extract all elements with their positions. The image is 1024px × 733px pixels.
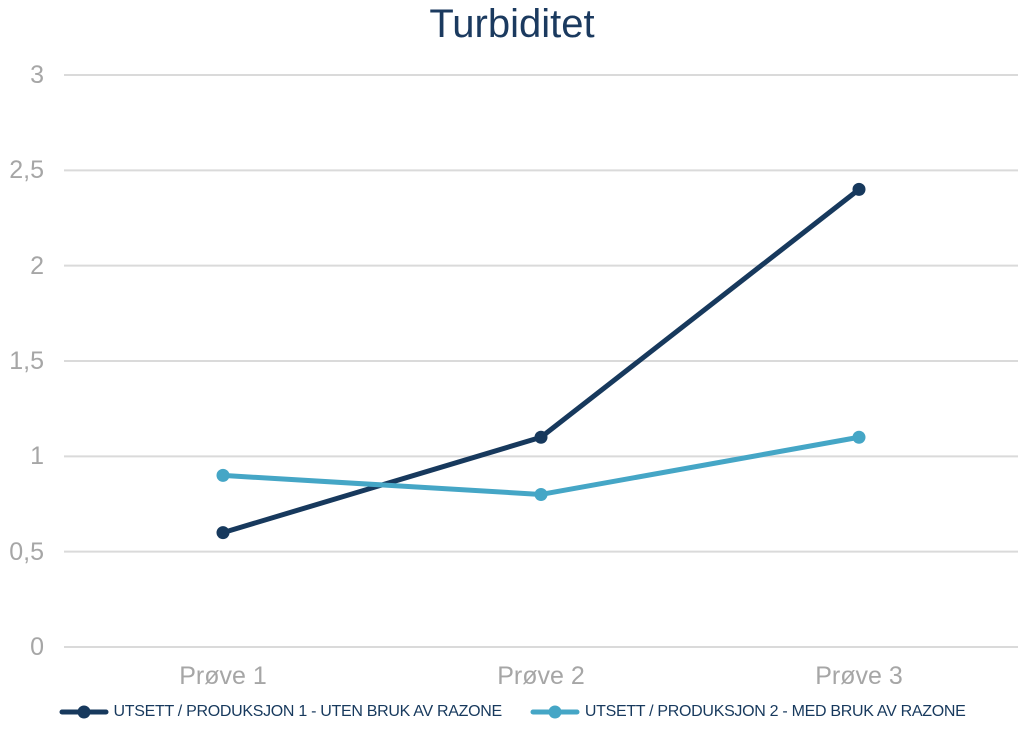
data-point-series-1 (852, 182, 866, 196)
y-axis-tick-label: 3 (30, 61, 44, 89)
x-axis-tick-label: Prøve 3 (815, 662, 903, 690)
y-axis-tick-label: 0 (30, 633, 44, 661)
y-axis-tick-label: 0,5 (9, 537, 44, 566)
legend-label: UTSETT / PRODUKSJON 1 - UTEN BRUK AV RAZ… (113, 703, 503, 720)
chart-legend: UTSETT / PRODUKSJON 1 - UTEN BRUK AV RAZ… (0, 703, 1024, 721)
x-axis-tick-label: Prøve 1 (179, 662, 267, 690)
x-axis-tick-label: Prøve 2 (497, 662, 585, 690)
data-point-series-2 (216, 468, 230, 482)
chart-title: Turbiditet (429, 2, 595, 46)
legend-item-2: UTSETT / PRODUKSJON 2 - MED BRUK AV RAZO… (530, 703, 966, 721)
data-point-series-2 (852, 430, 866, 444)
legend-line-marker-icon (530, 705, 580, 719)
y-axis-tick-label: 2 (30, 251, 44, 280)
y-axis-tick-label: 2,5 (9, 156, 44, 185)
y-axis-tick-label: 1,5 (9, 347, 44, 375)
legend-item-1: UTSETT / PRODUKSJON 1 - UTEN BRUK AV RAZ… (59, 703, 502, 721)
legend-line-marker-icon (59, 705, 108, 719)
data-point-series-2 (534, 487, 548, 501)
y-axis-tick-label: 1 (30, 442, 44, 471)
series-line-2 (220, 434, 862, 497)
data-point-series-1 (534, 430, 548, 444)
data-point-series-1 (216, 526, 230, 540)
legend-label: UTSETT / PRODUKSJON 2 - MED BRUK AV RAZO… (584, 703, 966, 720)
